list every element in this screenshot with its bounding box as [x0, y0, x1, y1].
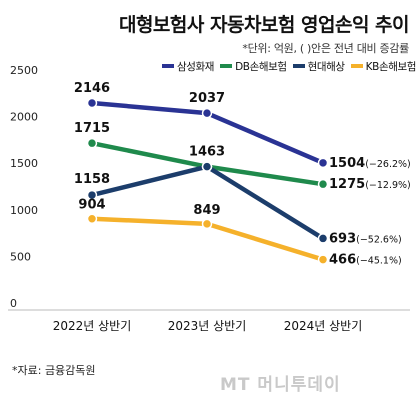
x-tick-label: 2024년 상반기: [284, 319, 363, 333]
legend-item: 삼성화재: [162, 58, 214, 74]
data-label: 1715: [74, 121, 110, 136]
data-point: [86, 97, 98, 109]
chart-subtitle: *단위: 억원, ( )안은 전년 대비 증감률: [242, 42, 409, 55]
data-label: 2146: [74, 81, 110, 96]
change-label: (−45.1%): [356, 256, 402, 267]
y-tick-label: 0: [10, 297, 17, 310]
legend-label: DB손해보험: [235, 60, 287, 73]
y-tick-label: 1500: [10, 157, 38, 170]
legend-label: 삼성화재: [177, 60, 215, 73]
watermark-logo: MT 머니투데이: [220, 375, 341, 395]
data-point: [317, 178, 329, 190]
title-block: 대형보험사 자동차보험 영업손익 추이 *단위: 억원, ( )안은 전년 대비…: [22, 6, 415, 64]
legend-item: KB손해보험: [350, 58, 417, 74]
data-point: [317, 254, 329, 265]
data-point: [86, 213, 98, 224]
data-point: [86, 137, 98, 149]
y-tick-label: 2500: [10, 64, 38, 77]
data-point: [317, 157, 329, 169]
data-label: 693(−52.6%): [329, 231, 402, 246]
legend-label: 현대해상: [307, 60, 345, 73]
y-tick-label: 2000: [10, 111, 38, 124]
y-tick-label: 1000: [10, 204, 38, 217]
data-label: 1463: [189, 145, 225, 160]
change-label: (−26.2%): [365, 159, 411, 170]
legend-swatch: [292, 64, 305, 68]
legend-item: 현대해상: [292, 58, 345, 74]
change-label: (−52.6%): [356, 234, 402, 245]
legend-label: KB손해보험: [365, 60, 417, 73]
data-point: [317, 233, 329, 244]
legend-swatch: [350, 64, 363, 68]
data-label: 2037: [189, 91, 225, 106]
y-tick-label: 500: [10, 250, 31, 263]
data-point: [201, 107, 213, 119]
data-label: 1275(−12.9%): [329, 177, 411, 192]
data-label: 1158: [74, 172, 110, 187]
data-point: [201, 161, 213, 172]
x-tick-label: 2023년 상반기: [168, 319, 247, 333]
legend: 삼성화재 DB손해보험 현대해상 KB손해보험: [126, 58, 416, 74]
data-point: [86, 189, 98, 201]
legend-item: DB손해보험: [220, 58, 287, 74]
x-tick-label: 2022년 상반기: [53, 319, 132, 333]
legend-swatch: [220, 64, 233, 68]
data-label: 849: [193, 203, 220, 218]
data-label: 466(−45.1%): [329, 253, 402, 268]
data-label: 904: [78, 198, 105, 213]
source-note: *자료: 금융감독원: [12, 364, 96, 377]
chart-title: 대형보험사 자동차보험 영업손익 추이: [118, 14, 410, 36]
data-point: [201, 218, 213, 230]
data-label: 1504(−26.2%): [329, 156, 411, 171]
change-label: (−12.9%): [365, 180, 411, 191]
legend-swatch: [162, 64, 175, 68]
